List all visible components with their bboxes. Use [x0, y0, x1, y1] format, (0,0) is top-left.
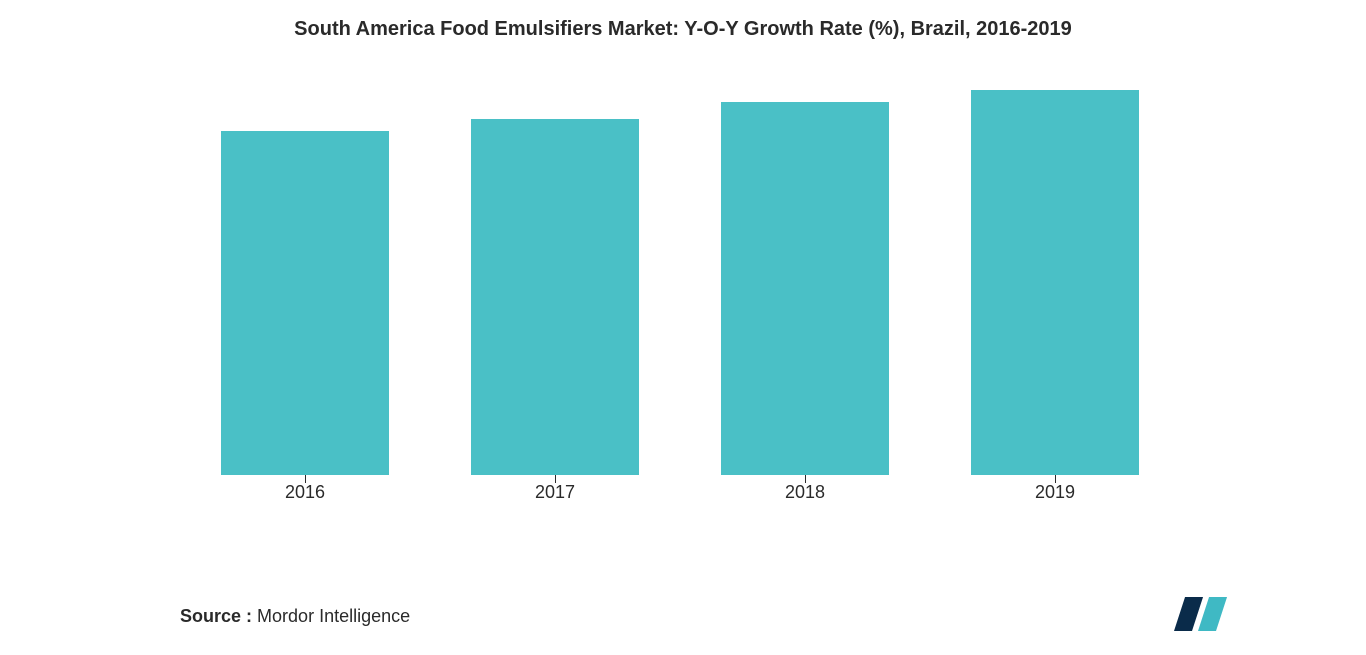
- logo-bar-2: [1198, 597, 1227, 631]
- bar-slot: [180, 70, 430, 475]
- source-footer: Source : Mordor Intelligence: [180, 606, 410, 627]
- bar: [721, 102, 889, 475]
- x-axis-label: 2018: [680, 482, 930, 503]
- bar-slot: [430, 70, 680, 475]
- brand-logo: [1174, 597, 1216, 631]
- chart-title: South America Food Emulsifiers Market: Y…: [0, 18, 1366, 41]
- bar: [971, 90, 1139, 475]
- bar: [471, 119, 639, 475]
- source-name: Mordor Intelligence: [257, 606, 410, 626]
- chart-plot: [180, 70, 1180, 475]
- bar: [221, 131, 389, 475]
- bar-slot: [680, 70, 930, 475]
- x-axis-label: 2019: [930, 482, 1180, 503]
- chart-area: 2016201720182019: [180, 70, 1180, 510]
- x-axis-label: 2016: [180, 482, 430, 503]
- x-axis-label: 2017: [430, 482, 680, 503]
- page-root: South America Food Emulsifiers Market: Y…: [0, 0, 1366, 655]
- source-prefix: Source :: [180, 606, 252, 626]
- bar-slot: [930, 70, 1180, 475]
